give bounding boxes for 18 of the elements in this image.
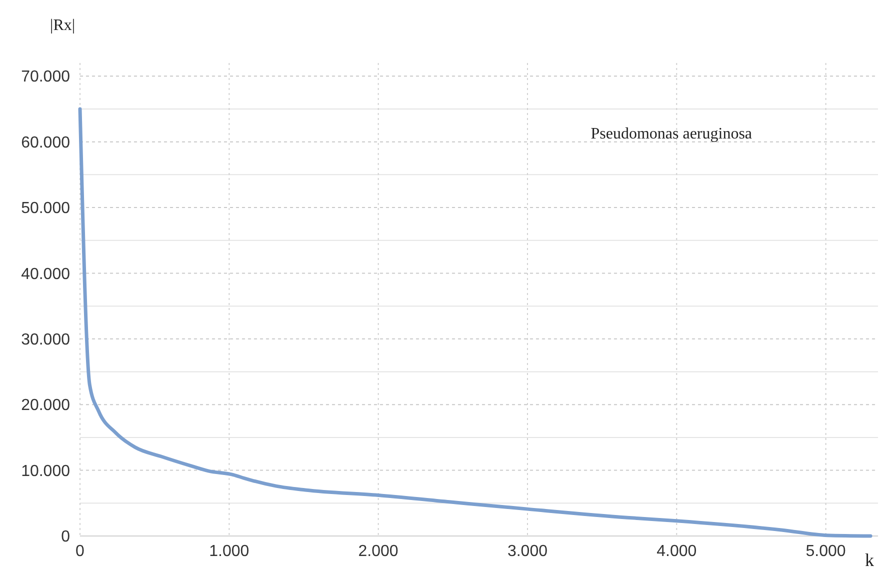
y-tick-label: 20.000 bbox=[21, 397, 70, 414]
y-tick-label: 30.000 bbox=[21, 332, 70, 349]
y-tick-label: 10.000 bbox=[21, 462, 70, 480]
x-tick-label: 0 bbox=[76, 543, 85, 560]
x-tick-label: 1.000 bbox=[209, 543, 250, 560]
y-tick-label: 60.000 bbox=[21, 134, 70, 152]
y-tick-label: 0 bbox=[61, 528, 70, 546]
x-tick-label: 3.000 bbox=[507, 543, 548, 560]
line-series bbox=[78, 107, 872, 538]
y-tick-label: 40.000 bbox=[21, 266, 70, 283]
x-tick-label: 4.000 bbox=[656, 543, 697, 560]
x-tick-label: 2.000 bbox=[358, 543, 398, 560]
y-axis-title: |Rx| bbox=[50, 17, 76, 34]
y-tick-label: 50.000 bbox=[21, 200, 70, 218]
annotation: Pseudomonas aeruginosa bbox=[590, 126, 752, 143]
x-tick-label: 5.000 bbox=[806, 543, 846, 560]
y-tick-label: 70.000 bbox=[21, 68, 70, 86]
x-axis-title: k bbox=[865, 550, 874, 570]
